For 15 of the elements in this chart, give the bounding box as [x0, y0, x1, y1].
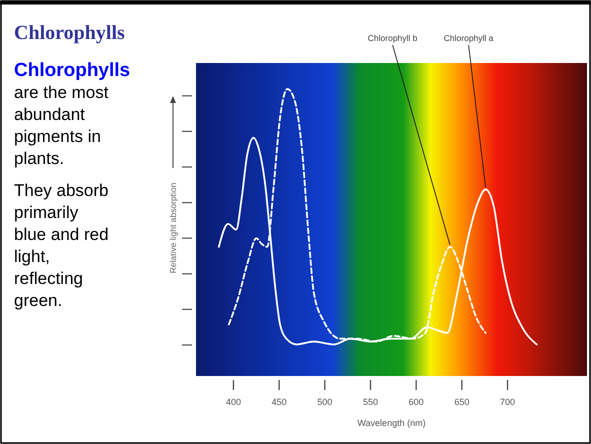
- text: are the most abundant pigments in plants.: [14, 82, 110, 170]
- x-tick-label: 600: [408, 397, 424, 407]
- y-axis-title: Relative light absorption: [168, 182, 178, 274]
- text: Chlorophyll b: [368, 33, 418, 43]
- x-tick-label: 700: [500, 397, 516, 407]
- x-axis-title: Wavelength (nm): [357, 418, 426, 428]
- x-tick-label: 400: [226, 397, 241, 407]
- x-tick-label: 450: [272, 397, 287, 407]
- text: They absorb primarily blue and red light, reflecting green.: [14, 180, 110, 312]
- text: Chlorophyll a: [444, 33, 494, 43]
- x-tick-label: 500: [317, 397, 332, 407]
- x-tick-label: 550: [362, 397, 378, 407]
- chart-subtitle: Chlorophylls: [14, 60, 130, 81]
- x-tick-label: 650: [454, 397, 470, 407]
- chart-title: Chlorophylls: [14, 22, 125, 45]
